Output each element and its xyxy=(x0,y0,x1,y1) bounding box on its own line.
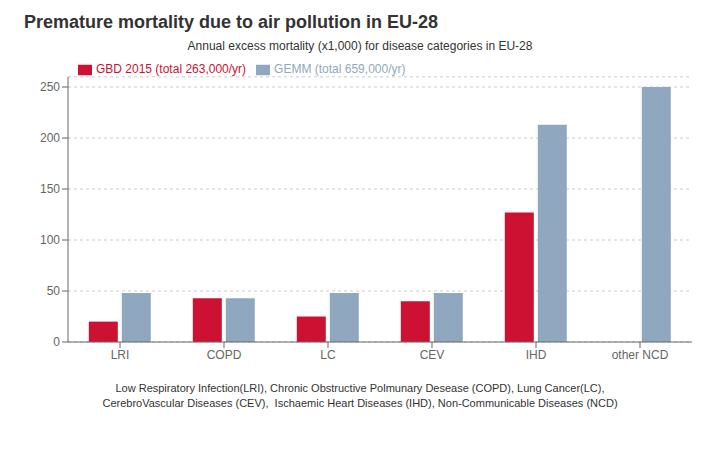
svg-text:0: 0 xyxy=(53,335,60,349)
html-text:CerebroVascular Diseases (CEV): CerebroVascular Diseases (CEV), Ischaemi… xyxy=(102,397,618,409)
svg-text:other NCD: other NCD xyxy=(612,348,669,362)
html-text:Low Respiratory Infection(LRI): Low Respiratory Infection(LRI), Chronic … xyxy=(115,382,605,394)
svg-text:IHD: IHD xyxy=(526,348,547,362)
svg-text:50: 50 xyxy=(47,284,61,298)
html-text:GEMM (total 659,000/yr): GEMM (total 659,000/yr) xyxy=(274,62,406,76)
svg-text:LC: LC xyxy=(320,348,336,362)
html-text:GBD 2015 (total 263,000/yr): GBD 2015 (total 263,000/yr) xyxy=(96,62,247,76)
html-text:Annual excess mortality (x1,00: Annual excess mortality (x1,000) for dis… xyxy=(187,39,533,53)
svg-text:150: 150 xyxy=(40,182,60,196)
svg-text:200: 200 xyxy=(40,131,60,145)
svg-text:COPD: COPD xyxy=(207,348,242,362)
html-text:Premature mortality due to air: Premature mortality due to air pollution… xyxy=(24,12,439,32)
svg-text:100: 100 xyxy=(40,233,60,247)
svg-text:CEV: CEV xyxy=(420,348,445,362)
svg-text:LRI: LRI xyxy=(111,348,130,362)
svg-text:250: 250 xyxy=(40,80,60,94)
